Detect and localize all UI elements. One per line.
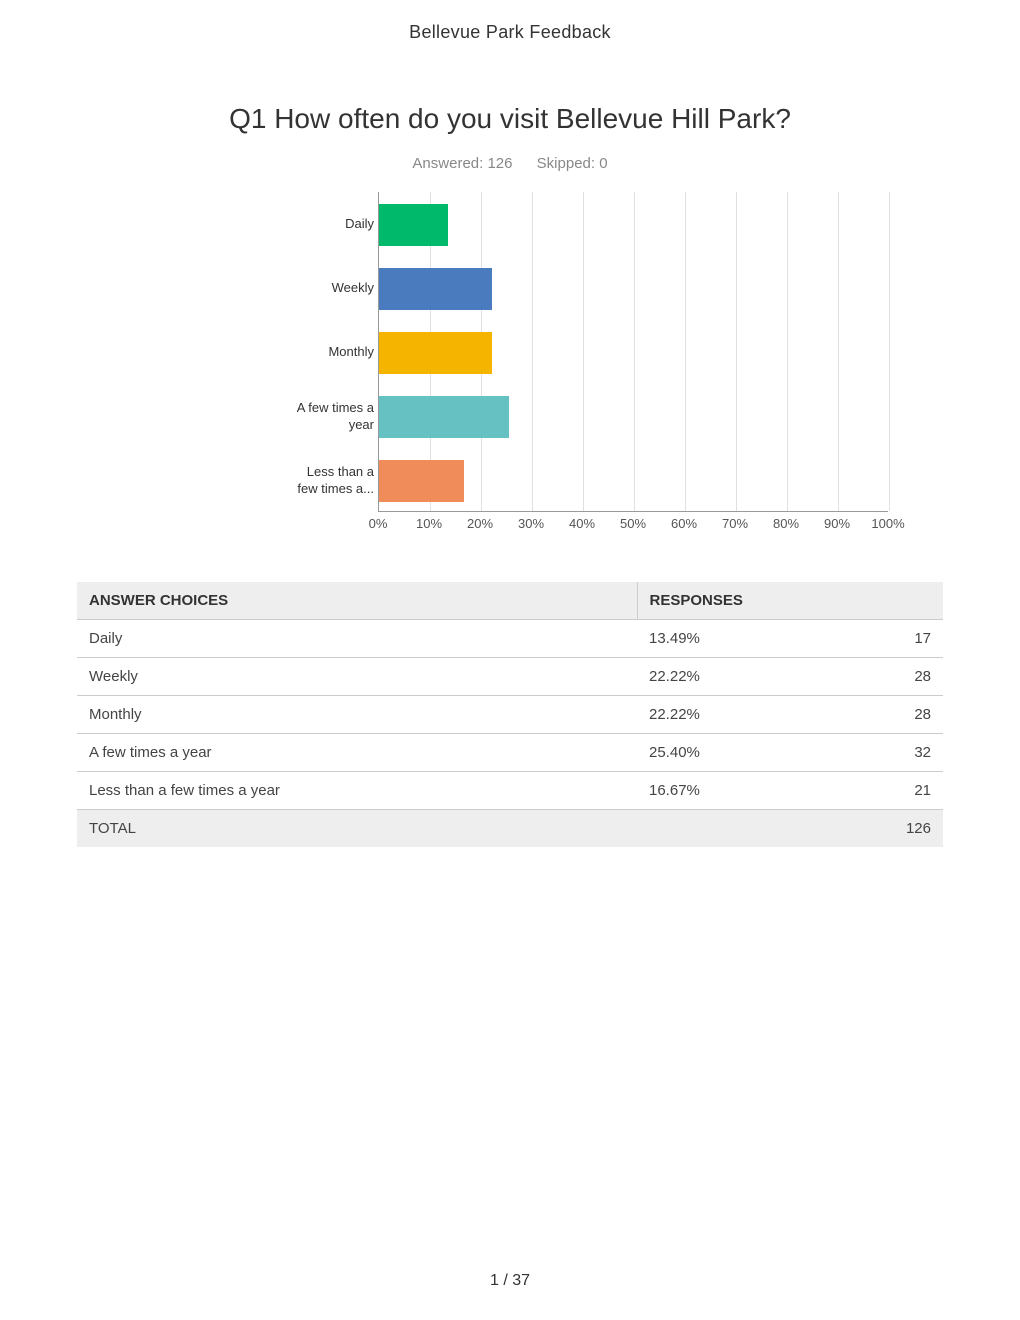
- chart-bar-label: Monthly: [174, 344, 374, 361]
- cell-count: 17: [807, 620, 943, 658]
- question-title: Q1 How often do you visit Bellevue Hill …: [0, 103, 1020, 135]
- chart-bar: [379, 268, 492, 310]
- table-row: Monthly22.22%28: [77, 696, 943, 734]
- chart-bar-label: Weekly: [174, 280, 374, 297]
- bar-chart: Daily Weekly Monthly A few times ayear Less …: [130, 192, 890, 552]
- chart-xtick: 100%: [871, 516, 904, 531]
- cell-total-count: 126: [807, 810, 943, 848]
- answered-count: Answered: 126: [412, 155, 512, 172]
- skipped-count: Skipped: 0: [537, 155, 608, 172]
- cell-percent: 25.40%: [637, 734, 807, 772]
- chart-bar-row: Monthly: [130, 320, 890, 384]
- cell-percent: 13.49%: [637, 620, 807, 658]
- chart-xtick: 70%: [722, 516, 748, 531]
- chart-bar: [379, 460, 464, 502]
- chart-xtick: 50%: [620, 516, 646, 531]
- chart-xtick: 80%: [773, 516, 799, 531]
- cell-choice: Less than a few times a year: [77, 772, 637, 810]
- cell-count: 21: [807, 772, 943, 810]
- page-header: Bellevue Park Feedback: [0, 0, 1020, 43]
- chart-bar: [379, 332, 492, 374]
- chart-xtick: 20%: [467, 516, 493, 531]
- cell-choice: Monthly: [77, 696, 637, 734]
- table-total-row: TOTAL 126: [77, 810, 943, 848]
- responses-table: ANSWER CHOICES RESPONSES Daily13.49%17We…: [77, 582, 943, 847]
- cell-count: 32: [807, 734, 943, 772]
- chart-bar-label: A few times ayear: [174, 400, 374, 434]
- col-header-responses: RESPONSES: [637, 582, 943, 620]
- cell-choice: Daily: [77, 620, 637, 658]
- page-indicator: 1 / 37: [0, 1272, 1020, 1290]
- table-row: Less than a few times a year16.67%21: [77, 772, 943, 810]
- chart-bar: [379, 396, 509, 438]
- table-row: Daily13.49%17: [77, 620, 943, 658]
- chart-bar-row: Weekly: [130, 256, 890, 320]
- chart-xtick: 0%: [369, 516, 388, 531]
- chart-xtick: 30%: [518, 516, 544, 531]
- cell-count: 28: [807, 696, 943, 734]
- chart-bar-label: Daily: [174, 216, 374, 233]
- cell-total-pct: [637, 810, 807, 848]
- table-row: A few times a year25.40%32: [77, 734, 943, 772]
- cell-total-label: TOTAL: [77, 810, 637, 848]
- response-stats: Answered: 126 Skipped: 0: [0, 155, 1020, 172]
- chart-bar-row: Daily: [130, 192, 890, 256]
- chart-xtick: 60%: [671, 516, 697, 531]
- cell-percent: 22.22%: [637, 696, 807, 734]
- table-row: Weekly22.22%28: [77, 658, 943, 696]
- col-header-choices: ANSWER CHOICES: [77, 582, 637, 620]
- cell-choice: A few times a year: [77, 734, 637, 772]
- table-body: Daily13.49%17Weekly22.22%28Monthly22.22%…: [77, 620, 943, 848]
- chart-bar-label: Less than afew times a...: [174, 464, 374, 498]
- cell-choice: Weekly: [77, 658, 637, 696]
- chart-xtick: 90%: [824, 516, 850, 531]
- chart-bar-row: A few times ayear: [130, 384, 890, 448]
- chart-bar-row: Less than afew times a...: [130, 448, 890, 512]
- cell-count: 28: [807, 658, 943, 696]
- cell-percent: 16.67%: [637, 772, 807, 810]
- chart-xtick: 40%: [569, 516, 595, 531]
- chart-xtick: 10%: [416, 516, 442, 531]
- chart-bar: [379, 204, 448, 246]
- cell-percent: 22.22%: [637, 658, 807, 696]
- table-header-row: ANSWER CHOICES RESPONSES: [77, 582, 943, 620]
